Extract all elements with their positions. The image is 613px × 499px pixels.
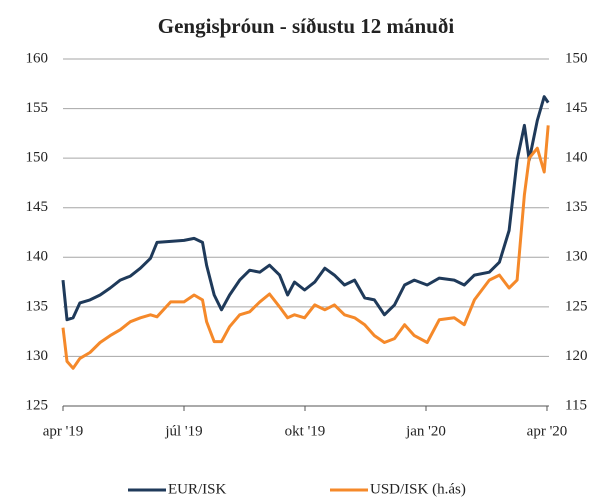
y2-tick-label: 130 bbox=[565, 249, 588, 265]
chart-title: Gengisþróun - síðustu 12 mánuði bbox=[158, 14, 455, 38]
y2-tick-label: 150 bbox=[565, 50, 588, 66]
y2-tick-label: 120 bbox=[565, 348, 588, 364]
y2-tick-label: 145 bbox=[565, 100, 588, 116]
y-tick-label: 160 bbox=[26, 50, 49, 66]
y-tick-label: 150 bbox=[26, 150, 49, 166]
legend-label: USD/ISK (h.ás) bbox=[370, 481, 466, 497]
y2-tick-label: 140 bbox=[565, 150, 588, 166]
y-tick-label: 145 bbox=[26, 199, 49, 215]
y2-tick-label: 115 bbox=[565, 397, 587, 413]
y-tick-label: 130 bbox=[26, 348, 49, 364]
y-tick-label: 125 bbox=[26, 397, 49, 413]
line-series bbox=[61, 95, 550, 322]
x-tick-label: apr '20 bbox=[527, 423, 568, 439]
y2-tick-label: 125 bbox=[565, 298, 588, 314]
x-tick-label: jan '20 bbox=[405, 423, 446, 439]
y2-tick-label: 135 bbox=[565, 199, 588, 215]
legend-label: EUR/ISK bbox=[168, 481, 227, 497]
y-tick-label: 135 bbox=[26, 298, 49, 314]
line-series bbox=[61, 125, 550, 370]
y-tick-label: 155 bbox=[26, 100, 49, 116]
x-tick-label: okt '19 bbox=[285, 423, 326, 439]
x-tick-label: apr '19 bbox=[43, 423, 84, 439]
x-tick-label: júl '19 bbox=[164, 423, 202, 439]
y-tick-label: 140 bbox=[26, 249, 49, 265]
